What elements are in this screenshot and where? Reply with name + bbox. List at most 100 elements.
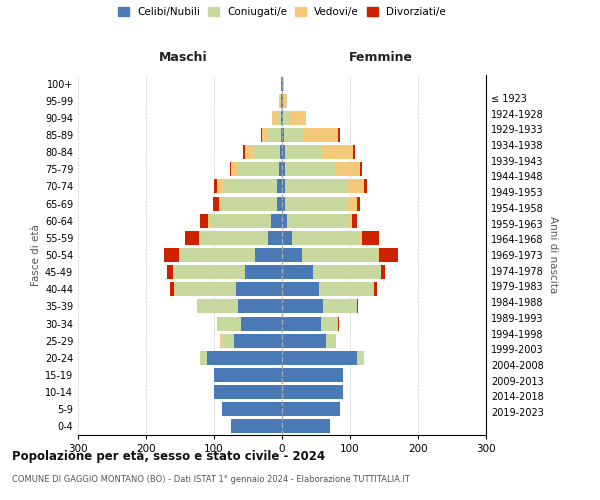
Bar (241, 316, 282, 330)
Bar (282, 128, 284, 142)
Bar (287, 214, 349, 228)
Bar (245, 265, 282, 279)
Bar (292, 231, 360, 245)
Bar (379, 248, 398, 262)
Bar (282, 94, 283, 108)
Bar (281, 76, 282, 90)
Bar (289, 111, 306, 125)
Bar (208, 214, 210, 228)
Bar (278, 111, 281, 125)
Bar (282, 162, 285, 176)
Bar (245, 145, 253, 159)
Bar (352, 214, 358, 228)
Bar (283, 94, 287, 108)
Y-axis label: Fasce di età: Fasce di età (31, 224, 41, 286)
Bar (285, 145, 322, 159)
Bar (302, 248, 377, 262)
Bar (282, 231, 292, 245)
Bar (282, 196, 286, 210)
Bar (179, 248, 180, 262)
Bar (217, 316, 241, 330)
Bar (362, 231, 379, 245)
Bar (322, 145, 353, 159)
Bar (283, 111, 289, 125)
Bar (174, 282, 175, 296)
Bar (286, 196, 347, 210)
Bar (281, 128, 282, 142)
Bar (374, 282, 377, 296)
Bar (282, 368, 343, 382)
Bar (304, 128, 338, 142)
Bar (214, 196, 219, 210)
Bar (221, 334, 235, 347)
Bar (313, 265, 380, 279)
Bar (255, 248, 282, 262)
Bar (167, 265, 173, 279)
Bar (282, 316, 322, 330)
Bar (282, 111, 283, 125)
Bar (357, 196, 360, 210)
Bar (243, 145, 245, 159)
Bar (360, 231, 362, 245)
Bar (306, 111, 307, 125)
Bar (277, 180, 282, 194)
Bar (284, 128, 304, 142)
Bar (282, 300, 323, 314)
Bar (277, 196, 282, 210)
Bar (338, 316, 339, 330)
Bar (347, 196, 357, 210)
Bar (173, 265, 245, 279)
Bar (223, 180, 277, 194)
Bar (207, 351, 282, 365)
Bar (272, 111, 278, 125)
Bar (280, 145, 282, 159)
Bar (238, 162, 278, 176)
Text: COMUNE DI GAGGIO MONTANO (BO) - Dati ISTAT 1° gennaio 2024 - Elaborazione TUTTIT: COMUNE DI GAGGIO MONTANO (BO) - Dati IST… (12, 475, 410, 484)
Y-axis label: Anni di nascita: Anni di nascita (548, 216, 557, 294)
Bar (200, 214, 208, 228)
Bar (222, 196, 277, 210)
Bar (219, 196, 222, 210)
Bar (220, 334, 221, 347)
Legend: Celibi/Nubili, Coniugati/e, Vedovi/e, Divorziati/e: Celibi/Nubili, Coniugati/e, Vedovi/e, Di… (116, 5, 448, 20)
Bar (210, 214, 271, 228)
Bar (170, 282, 174, 296)
Bar (338, 128, 340, 142)
Bar (353, 145, 355, 159)
Bar (359, 162, 362, 176)
Bar (322, 316, 338, 330)
Bar (278, 162, 282, 176)
Text: Popolazione per età, sesso e stato civile - 2024: Popolazione per età, sesso e stato civil… (12, 450, 325, 463)
Bar (214, 368, 282, 382)
Bar (319, 282, 374, 296)
Bar (279, 94, 281, 108)
Bar (282, 420, 329, 434)
Bar (197, 300, 238, 314)
Bar (357, 351, 364, 365)
Bar (268, 231, 282, 245)
Bar (282, 248, 302, 262)
Bar (282, 180, 286, 194)
Bar (377, 248, 379, 262)
Bar (285, 162, 336, 176)
Bar (271, 214, 282, 228)
Bar (282, 351, 357, 365)
Bar (200, 231, 268, 245)
Bar (180, 248, 255, 262)
Bar (230, 162, 231, 176)
Bar (253, 145, 280, 159)
Bar (281, 111, 282, 125)
Text: Maschi: Maschi (158, 51, 208, 64)
Bar (326, 334, 337, 347)
Bar (323, 300, 357, 314)
Bar (364, 180, 367, 194)
Bar (282, 402, 340, 416)
Text: Femmine: Femmine (349, 51, 413, 64)
Bar (200, 351, 207, 365)
Bar (235, 334, 282, 347)
Bar (347, 180, 364, 194)
Bar (282, 145, 285, 159)
Bar (222, 402, 282, 416)
Bar (214, 180, 217, 194)
Bar (336, 162, 359, 176)
